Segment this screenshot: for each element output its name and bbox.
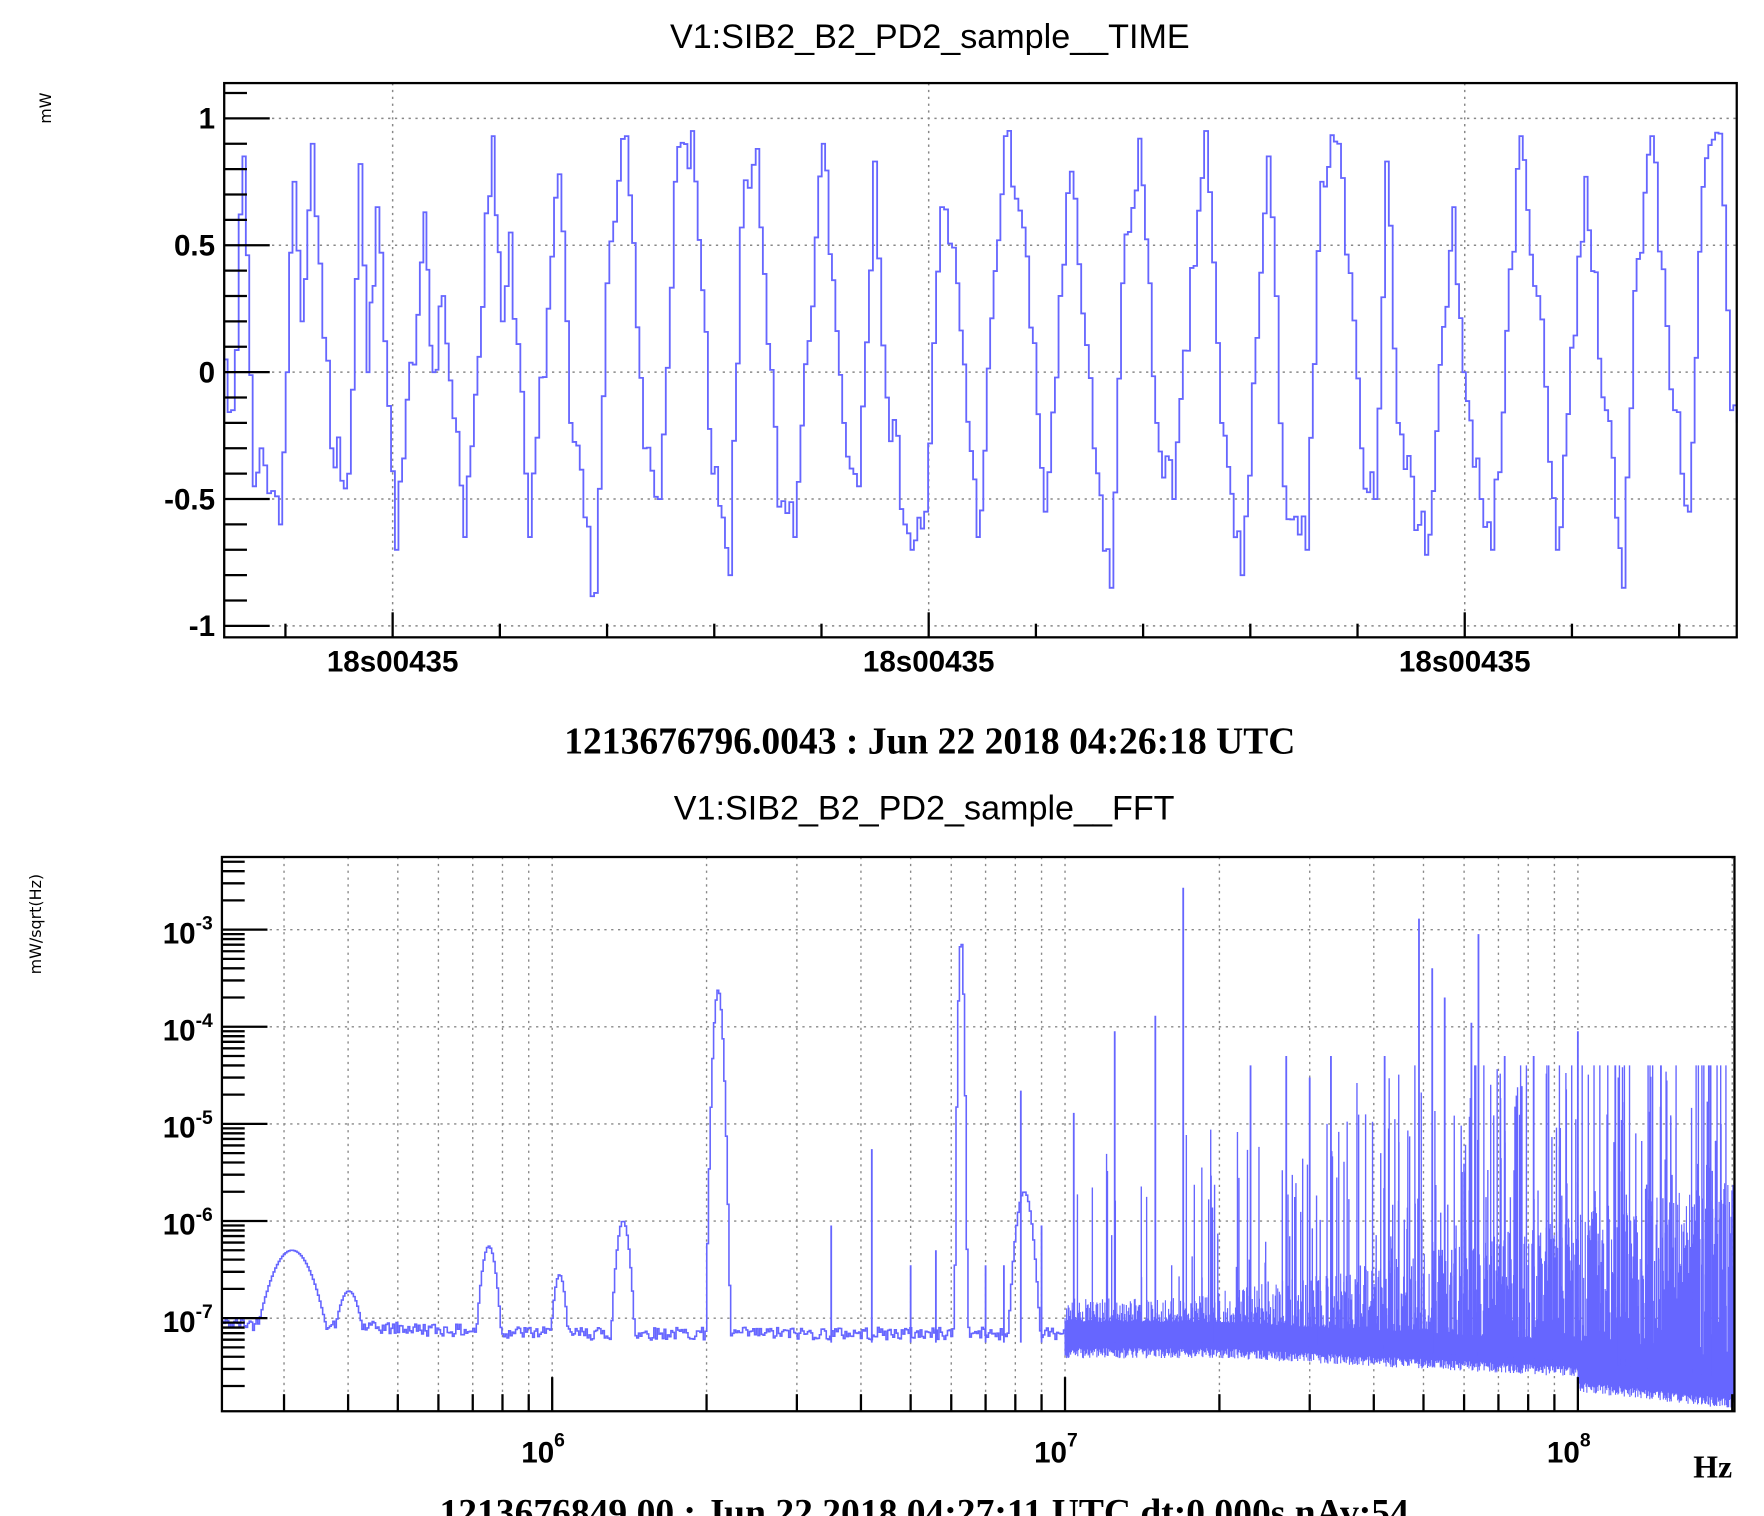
tick-base: 10 xyxy=(163,1112,196,1145)
x-tick-label: 18s00435 xyxy=(327,645,459,678)
tick-exponent: -7 xyxy=(196,1301,213,1323)
tick-exponent: 6 xyxy=(554,1430,565,1452)
y-tick-label: -0.5 xyxy=(164,483,215,516)
x-tick-label: 106 xyxy=(521,1430,565,1470)
fft-panel: V1:SIB2_B2_PD2_sample__FFT mW/sqrt(Hz) 1… xyxy=(26,789,1736,1516)
fft-series xyxy=(221,887,1736,1408)
tick-exponent: 7 xyxy=(1067,1430,1078,1452)
y-tick-label: 0 xyxy=(199,356,215,389)
plot-frame xyxy=(223,81,1738,639)
y-tick-label: 10-4 xyxy=(163,1010,213,1048)
y-tick-label: -1 xyxy=(189,610,215,643)
x-tick-label: 18s00435 xyxy=(863,645,995,678)
y-tick-label: 10-7 xyxy=(163,1301,213,1339)
x-tick-label: 108 xyxy=(1547,1430,1591,1470)
time-axes: 1 0.5 0 -0.5 -1 18s00435 18s00435 18s00435 xyxy=(164,81,1738,678)
fft-chart-title: V1:SIB2_B2_PD2_sample__FFT xyxy=(674,789,1175,827)
fft-x-axis-label: Hz xyxy=(1693,1449,1732,1484)
tick-base: 10 xyxy=(163,1014,196,1047)
tick-exponent: 8 xyxy=(1580,1430,1591,1452)
time-series xyxy=(224,129,1738,598)
tick-base: 10 xyxy=(1034,1436,1067,1469)
time-grid xyxy=(224,83,1737,638)
tick-exponent: -4 xyxy=(196,1010,213,1032)
x-tick-label: 107 xyxy=(1034,1430,1078,1470)
fft-spikes xyxy=(1076,1065,1734,1379)
y-tick-label: 10-6 xyxy=(163,1204,213,1242)
tick-base: 10 xyxy=(163,1209,196,1242)
fft-footer: 1213676849.00 : Jun 22 2018 04:27:11 UTC… xyxy=(439,1493,1409,1516)
tick-base: 10 xyxy=(1547,1436,1580,1469)
y-tick-label: 10-5 xyxy=(163,1107,213,1145)
time-series-line xyxy=(224,129,1738,598)
time-y-axis-label: mW xyxy=(36,92,55,124)
time-footer: 1213676796.0043 : Jun 22 2018 04:26:18 U… xyxy=(564,721,1295,762)
tick-exponent: -3 xyxy=(196,913,213,935)
tick-base: 10 xyxy=(163,1306,196,1339)
y-tick-label: 10-3 xyxy=(163,913,213,951)
fft-y-axis-label: mW/sqrt(Hz) xyxy=(26,874,45,975)
time-panel: V1:SIB2_B2_PD2_sample__TIME mW 1 0.5 0 -0.5… xyxy=(36,18,1738,762)
y-tick-label: 0.5 xyxy=(174,229,215,262)
y-tick-label: 1 xyxy=(199,103,215,136)
tick-exponent: -6 xyxy=(196,1204,213,1226)
tick-base: 10 xyxy=(521,1436,554,1469)
time-chart-title: V1:SIB2_B2_PD2_sample__TIME xyxy=(670,18,1190,56)
x-tick-label: 18s00435 xyxy=(1399,645,1531,678)
tick-exponent: -5 xyxy=(196,1107,213,1129)
tick-base: 10 xyxy=(163,917,196,950)
